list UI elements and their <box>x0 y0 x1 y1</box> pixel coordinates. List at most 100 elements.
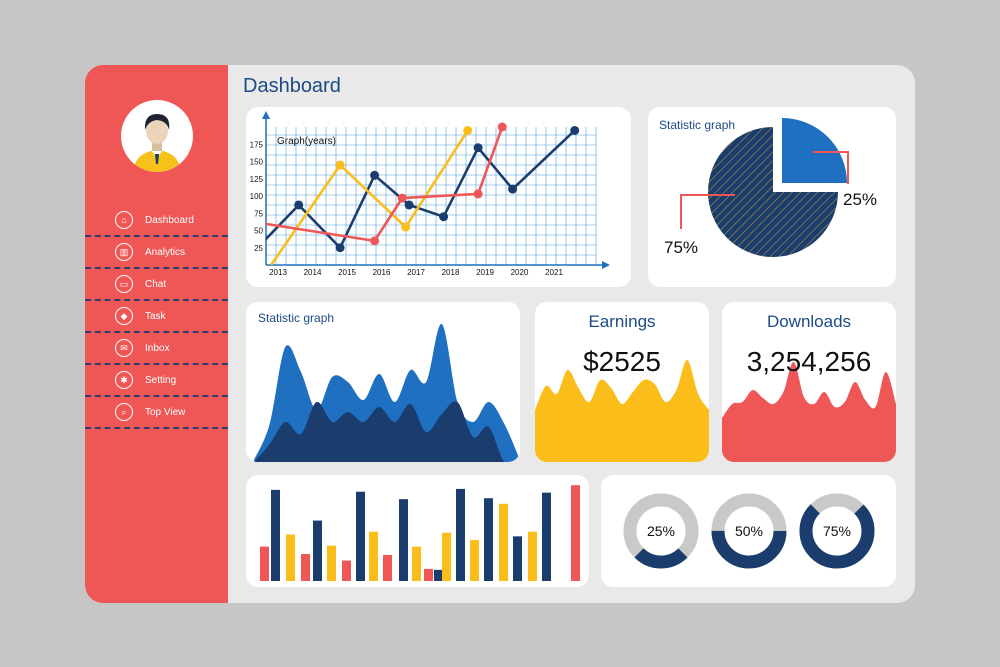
data-point <box>473 189 483 199</box>
slice-label: 25% <box>843 190 877 209</box>
data-point <box>570 125 580 135</box>
area-chart-card: Statistic graph <box>246 302 520 462</box>
x-tick-label: 2018 <box>442 268 460 277</box>
data-point <box>508 184 518 194</box>
x-tick-label: 2017 <box>407 268 425 277</box>
sidebar-item-label: Task <box>145 310 166 322</box>
data-point <box>370 236 380 246</box>
downloads-card: Downloads 3,254,256 <box>722 302 896 462</box>
area-chart <box>254 323 520 462</box>
sidebar-item-dashboard[interactable]: ⌂ Dashboard <box>85 205 228 237</box>
wave-area <box>722 361 896 462</box>
bar <box>301 554 310 581</box>
donut-value-arc <box>623 493 699 569</box>
donut-charts: 25% 50% 75% <box>623 493 875 569</box>
card-title: Statistic graph <box>258 311 335 325</box>
wave-area <box>535 359 709 462</box>
area-series <box>254 401 520 462</box>
sidebar-item-inbox[interactable]: ✉ Inbox <box>85 333 228 365</box>
data-point <box>397 193 407 203</box>
bar <box>286 534 295 581</box>
bar <box>456 488 465 581</box>
x-tick-label: 2020 <box>511 268 529 277</box>
y-tick-label: 175 <box>250 140 264 149</box>
line-chart-card: Graph(years) 25 50 75 100 125 150 175 2013 2014 20… <box>246 107 631 287</box>
chart-title: Graph(years) <box>277 136 336 147</box>
home-icon: ⌂ <box>115 211 133 229</box>
pie-slice <box>782 118 847 183</box>
search-icon: ⌕ <box>115 403 133 421</box>
leader-line <box>680 194 735 229</box>
bar <box>383 554 392 581</box>
downloads-wave <box>722 361 896 462</box>
sidebar-menu: ⌂ Dashboard ▥ Analytics ▭ Chat ◆ Task ✉ Inbox… <box>85 205 228 429</box>
inbox-icon: ✉ <box>115 339 133 357</box>
earnings-value: $2525 <box>583 346 661 377</box>
y-tick-label: 150 <box>250 158 264 167</box>
bar <box>484 498 493 581</box>
x-tick-label: 2016 <box>373 268 391 277</box>
page-title: Dashboard <box>243 75 341 97</box>
sidebar-item-task[interactable]: ◆ Task <box>85 301 228 333</box>
data-point <box>473 143 483 153</box>
y-tick-label: 100 <box>250 192 264 201</box>
bar <box>542 492 551 581</box>
donut-card: 25% 50% 75% <box>601 475 896 587</box>
bar <box>412 546 421 581</box>
sidebar-item-label: Analytics <box>145 246 186 258</box>
leader-line <box>813 151 849 184</box>
donut-label: 75% <box>823 523 851 539</box>
sidebar-item-label: Inbox <box>145 342 170 354</box>
pie-chart-card: Statistic graph 25% 75% <box>648 107 896 287</box>
slice-label: 75% <box>664 238 698 257</box>
donut-value-arc <box>711 493 787 569</box>
sidebar-item-setting[interactable]: ✱ Setting <box>85 365 228 397</box>
donut-label: 25% <box>647 523 675 539</box>
sidebar-item-label: Dashboard <box>145 214 194 226</box>
sidebar-item-analytics[interactable]: ▥ Analytics <box>85 237 228 269</box>
bar <box>356 491 365 581</box>
y-tick-label: 25 <box>254 244 263 253</box>
y-axis-arrow <box>262 111 270 119</box>
bar <box>442 532 451 581</box>
bar <box>260 546 269 581</box>
sidebar-item-top-view[interactable]: ⌕ Top View <box>85 397 228 429</box>
sidebar-item-chat[interactable]: ▭ Chat <box>85 269 228 301</box>
data-point <box>404 200 414 210</box>
y-tick-label: 75 <box>254 209 263 218</box>
chat-icon: ▭ <box>115 275 133 293</box>
data-point <box>335 243 345 253</box>
bar <box>499 503 508 581</box>
bar <box>528 531 537 581</box>
donut-label: 50% <box>735 523 763 539</box>
series-line <box>270 129 469 265</box>
x-axis-arrow <box>602 261 610 269</box>
earnings-title: Earnings <box>588 312 656 331</box>
gear-icon: ✱ <box>115 371 133 389</box>
bar <box>513 536 522 581</box>
pie-chart: 25% 75% <box>664 118 877 257</box>
analytics-icon: ▥ <box>115 243 133 261</box>
earnings-card: Earnings $2525 <box>535 302 709 462</box>
data-point <box>335 160 345 170</box>
bar <box>313 520 322 581</box>
sidebar-item-label: Top View <box>145 406 186 418</box>
x-tick-label: 2014 <box>304 268 322 277</box>
sidebar-item-label: Setting <box>145 374 177 386</box>
data-point <box>370 170 380 180</box>
sidebar: ⌂ Dashboard ▥ Analytics ▭ Chat ◆ Task ✉ Inbox… <box>85 65 228 603</box>
bar <box>470 540 479 581</box>
data-point <box>294 200 304 210</box>
line-chart: Graph(years) 25 50 75 100 125 150 175 2013 2014 20… <box>250 111 610 277</box>
downloads-title: Downloads <box>766 312 852 331</box>
y-tick-label: 125 <box>250 175 264 184</box>
data-point <box>497 122 507 132</box>
bar-chart-card <box>246 475 589 587</box>
bar <box>369 531 378 581</box>
user-avatar[interactable] <box>121 100 193 172</box>
x-tick-label: 2015 <box>338 268 356 277</box>
dashboard-window: ⌂ Dashboard ▥ Analytics ▭ Chat ◆ Task ✉ Inbox… <box>85 65 915 603</box>
x-tick-label: 2013 <box>269 268 287 277</box>
task-icon: ◆ <box>115 307 133 325</box>
bar <box>342 560 351 581</box>
